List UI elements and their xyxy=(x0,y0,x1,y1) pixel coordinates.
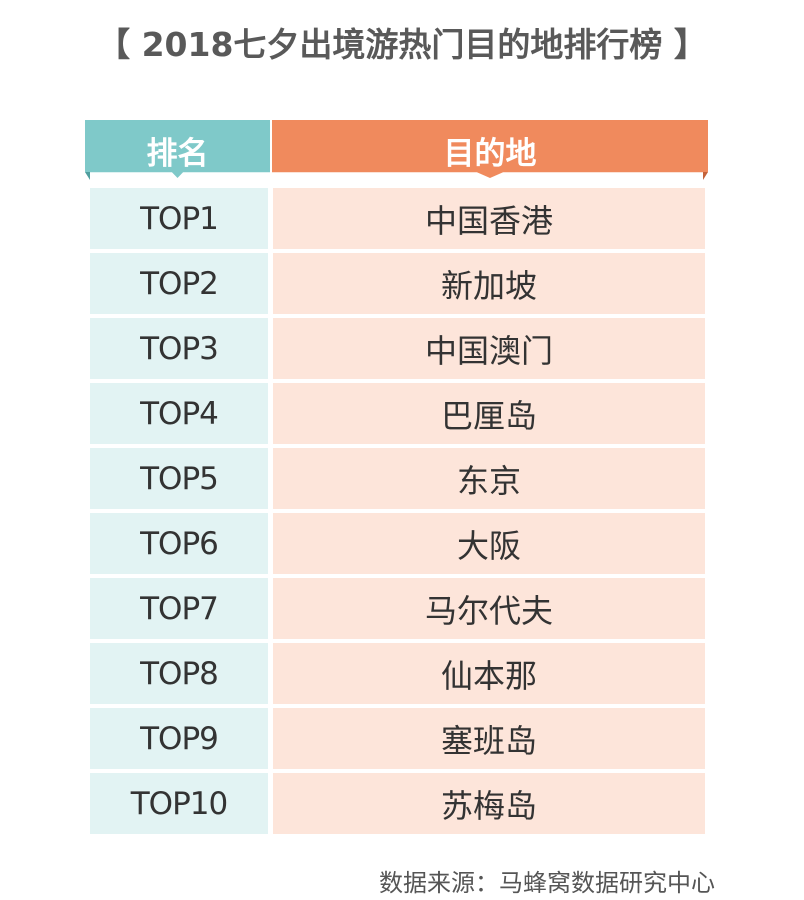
destination-cell: 中国澳门 xyxy=(273,318,705,379)
destination-cell: 大阪 xyxy=(273,513,705,574)
destination-cell: 东京 xyxy=(273,448,705,509)
destination-cell: 苏梅岛 xyxy=(273,773,705,834)
column-header-destination: 目的地 xyxy=(272,120,708,178)
rank-cell: TOP4 xyxy=(90,383,268,444)
table-row: TOP8 仙本那 xyxy=(90,643,705,704)
table-row: TOP2 新加坡 xyxy=(90,253,705,314)
destination-cell: 仙本那 xyxy=(273,643,705,704)
table-row: TOP5 东京 xyxy=(90,448,705,509)
destination-cell: 塞班岛 xyxy=(273,708,705,769)
destination-cell: 中国香港 xyxy=(273,188,705,249)
column-header-rank-label: 排名 xyxy=(146,136,209,172)
column-header-rank: 排名 xyxy=(85,120,270,178)
rank-cell: TOP5 xyxy=(90,448,268,509)
rank-cell: TOP9 xyxy=(90,708,268,769)
table-row: TOP9 塞班岛 xyxy=(90,708,705,769)
data-source-note: 数据来源：马蜂窝数据研究中心 xyxy=(379,869,715,897)
table-row: TOP4 巴厘岛 xyxy=(90,383,705,444)
destination-cell: 马尔代夫 xyxy=(273,578,705,639)
table-row: TOP10 苏梅岛 xyxy=(90,773,705,834)
destination-cell: 巴厘岛 xyxy=(273,383,705,444)
rank-cell: TOP3 xyxy=(90,318,268,379)
rank-cell: TOP2 xyxy=(90,253,268,314)
page-title: 【 2018七夕出境游热门目的地排行榜 】 xyxy=(97,25,707,64)
rank-cell: TOP8 xyxy=(90,643,268,704)
rank-cell: TOP1 xyxy=(90,188,268,249)
rank-cell: TOP10 xyxy=(90,773,268,834)
header-fold-right xyxy=(703,172,708,180)
header-fold-left xyxy=(85,172,90,180)
table-row: TOP1 中国香港 xyxy=(90,188,705,249)
destination-cell: 新加坡 xyxy=(273,253,705,314)
column-header-destination-label: 目的地 xyxy=(443,136,537,172)
rank-cell: TOP6 xyxy=(90,513,268,574)
rank-cell: TOP7 xyxy=(90,578,268,639)
table-row: TOP3 中国澳门 xyxy=(90,318,705,379)
table-row: TOP7 马尔代夫 xyxy=(90,578,705,639)
ranking-table: TOP1 中国香港 TOP2 新加坡 TOP3 中国澳门 TOP4 巴厘岛 TO… xyxy=(90,188,705,834)
table-row: TOP6 大阪 xyxy=(90,513,705,574)
